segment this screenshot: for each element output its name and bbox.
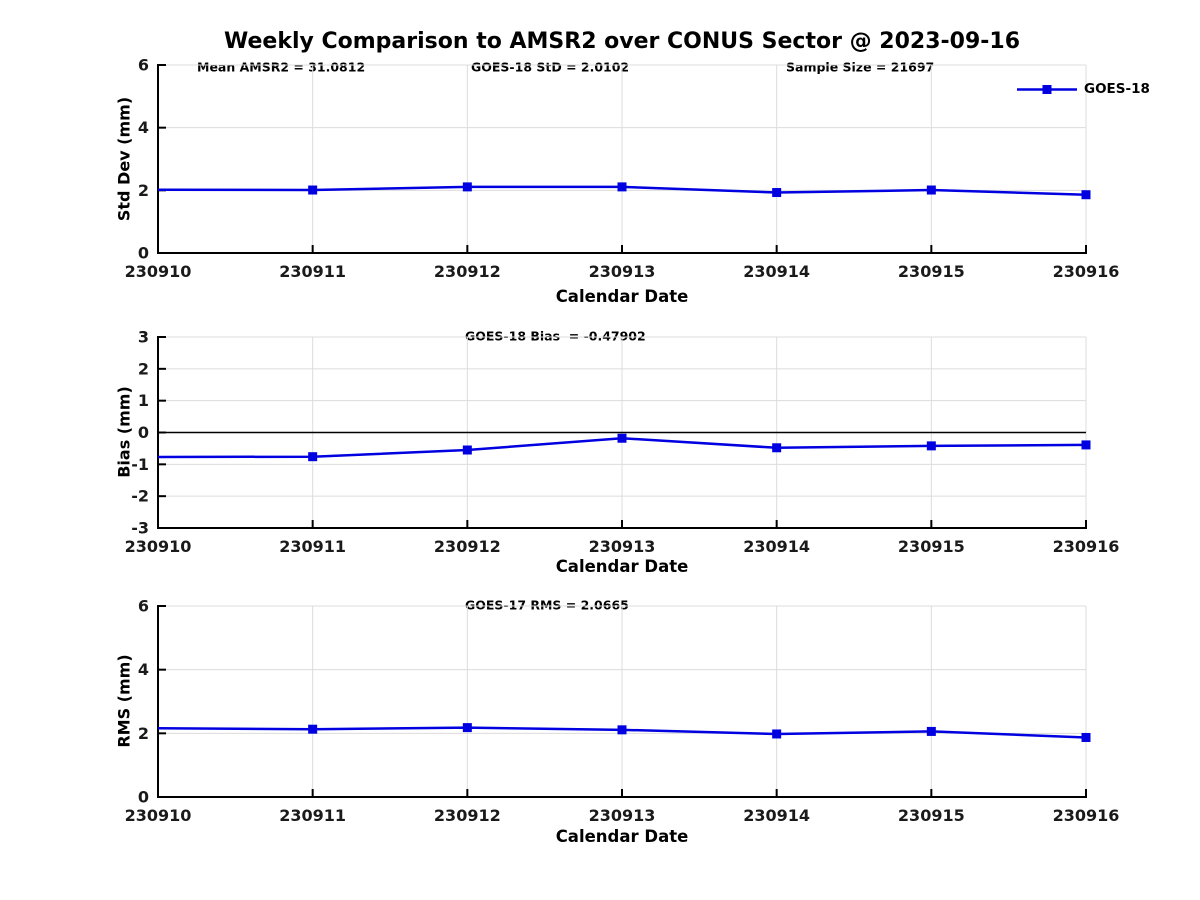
- x-tick-label: 230916: [1053, 537, 1120, 556]
- legend: GOES-18: [1016, 81, 1150, 97]
- legend-line-sample: [1017, 84, 1077, 94]
- y-tick-label: 2: [138, 181, 149, 200]
- y-tick-label: 4: [138, 118, 149, 137]
- goes18-std-annotation: GOES-18 StD = 2.0102: [471, 59, 630, 75]
- x-tick-label: 230914: [743, 537, 810, 556]
- x-tick-label: 230912: [434, 806, 501, 825]
- y-tick-label: -2: [131, 487, 149, 506]
- x-tick-label: 230911: [279, 262, 346, 281]
- y-tick-label: 1: [138, 391, 149, 410]
- goes18-bias-annotation: GOES-18 Bias = -0.47902: [465, 328, 646, 344]
- rms-x-axis-label: Calendar Date: [555, 827, 689, 846]
- y-tick-label: 3: [138, 328, 149, 347]
- goes17-rms-annotation: GOES-17 RMS = 2.0665: [465, 597, 629, 613]
- x-tick-label: 230915: [898, 262, 965, 281]
- legend-square-marker-icon: [1042, 84, 1052, 94]
- x-tick-label: 230913: [589, 262, 656, 281]
- data-marker: [772, 188, 782, 198]
- data-marker: [617, 725, 627, 735]
- x-tick-label: 230916: [1053, 262, 1120, 281]
- x-tick-label: 230913: [589, 806, 656, 825]
- stddev-x-axis-label: Calendar Date: [555, 287, 689, 306]
- bias-x-axis-label: Calendar Date: [555, 557, 689, 576]
- x-tick-label: 230914: [743, 262, 810, 281]
- x-tick-label: 230911: [279, 537, 346, 556]
- legend-label: GOES-18: [1084, 81, 1150, 97]
- data-marker: [926, 441, 936, 451]
- rms-plot-area: 0 2 4 6 230910 230911 230912 230913 230914 230915…: [125, 597, 1120, 826]
- y-tick-label: 2: [138, 724, 149, 743]
- data-marker: [617, 182, 627, 192]
- x-tick-label: 230911: [279, 806, 346, 825]
- y-tick-label: 6: [138, 597, 149, 616]
- y-tick-label: 0: [138, 423, 149, 442]
- x-tick-label: 230910: [125, 262, 192, 281]
- data-marker: [462, 445, 472, 455]
- x-tick-label: 230910: [125, 806, 192, 825]
- data-marker: [462, 723, 472, 733]
- data-marker: [1081, 732, 1091, 742]
- x-tick-label: 230913: [589, 537, 656, 556]
- y-tick-label: -1: [131, 455, 149, 474]
- data-marker: [772, 443, 782, 453]
- stddev-plot-area: 0 2 4 6 230910 230911 230912 230913 230914 230915…: [125, 58, 1120, 281]
- x-tick-label: 230914: [743, 806, 810, 825]
- x-tick-label: 230915: [898, 806, 965, 825]
- data-marker: [926, 185, 936, 195]
- data-marker: [1081, 440, 1091, 450]
- y-tick-label: 4: [138, 660, 149, 679]
- data-marker: [308, 185, 318, 195]
- bias-plot-area: -3 -2 -1 0 1 2 3 230910 230911 230912 230913 230914…: [125, 328, 1120, 556]
- data-marker: [308, 452, 318, 462]
- y-tick-label: -3: [131, 519, 149, 538]
- data-marker: [308, 724, 318, 734]
- x-tick-label: 230912: [434, 537, 501, 556]
- data-marker: [1081, 190, 1091, 200]
- x-tick-label: 230910: [125, 537, 192, 556]
- data-marker: [926, 726, 936, 736]
- y-tick-label: 0: [138, 244, 149, 263]
- y-tick-label: 6: [138, 58, 149, 75]
- figure-title: Weekly Comparison to AMSR2 over CONUS Se…: [224, 29, 1020, 54]
- mean-amsr2-annotation: Mean AMSR2 = 31.0812: [197, 59, 366, 75]
- sample-size-annotation: Sample Size = 21697: [786, 59, 935, 75]
- x-tick-label: 230916: [1053, 806, 1120, 825]
- data-marker: [462, 182, 472, 192]
- data-marker: [617, 433, 627, 443]
- x-tick-label: 230912: [434, 262, 501, 281]
- data-marker: [772, 729, 782, 739]
- x-tick-label: 230915: [898, 537, 965, 556]
- y-tick-label: 0: [138, 788, 149, 807]
- y-tick-label: 2: [138, 359, 149, 378]
